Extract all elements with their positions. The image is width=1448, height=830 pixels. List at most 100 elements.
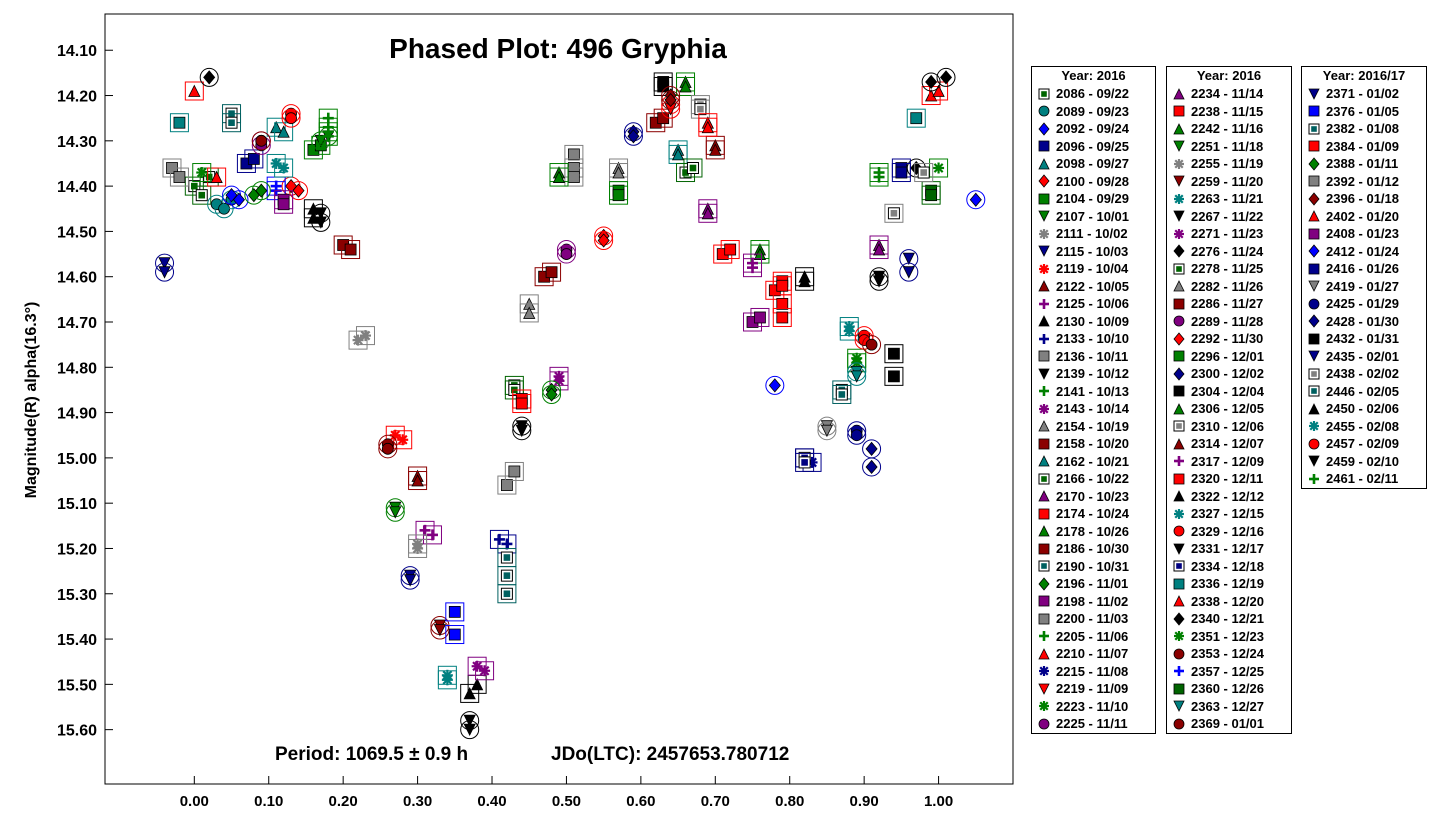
- legend-label: 2296 - 12/01: [1191, 348, 1265, 364]
- legend-item: 2357 - 12/25: [1167, 663, 1291, 681]
- legend-item: 2306 - 12/05: [1167, 400, 1291, 418]
- legend-label: 2459 - 02/10: [1326, 453, 1400, 469]
- data-point-outline: [266, 153, 286, 173]
- legend-marker-icon: [1308, 455, 1320, 468]
- legend-marker-icon: [1038, 88, 1050, 100]
- data-point-outline: [698, 117, 718, 137]
- data-point: [277, 198, 290, 211]
- legend-item: 2336 - 12/19: [1167, 575, 1291, 593]
- data-point-outline: [869, 167, 889, 187]
- legend-label: 2133 - 10/10: [1056, 331, 1130, 347]
- data-point-outline: [772, 276, 792, 296]
- legend-item: 2223 - 11/10: [1032, 698, 1155, 716]
- data-point: [389, 429, 401, 441]
- legend-marker-icon: [1038, 455, 1050, 467]
- legend-item: 2392 - 01/12: [1302, 173, 1426, 191]
- data-point-outline: [266, 117, 286, 137]
- legend-item: 2259 - 11/20: [1167, 173, 1291, 191]
- legend-marker-icon: [1173, 298, 1185, 310]
- legend-marker-icon: [1038, 210, 1050, 223]
- data-point: [277, 125, 290, 138]
- legend-label: 2174 - 10/24: [1056, 506, 1130, 522]
- y-tick-label: 14.20: [57, 89, 97, 106]
- legend-marker-icon: [1173, 315, 1185, 327]
- data-point-outline: [445, 625, 465, 645]
- data-point-outline: [281, 108, 301, 128]
- data-point-outline: [832, 384, 852, 404]
- legend-marker-icon: [1039, 701, 1049, 712]
- legend-label: 2104 - 09/29: [1056, 191, 1130, 207]
- legend-label: 2200 - 11/03: [1056, 611, 1129, 627]
- legend-marker-icon: [1039, 333, 1049, 344]
- legend-marker-icon: [1038, 157, 1050, 170]
- data-point: [359, 330, 371, 342]
- legend-label: 2219 - 11/09: [1056, 681, 1129, 697]
- legend-column-1: Year: 2016 2086 - 09/22 2089 - 09/23 2092 …: [1031, 66, 1156, 734]
- legend-label: 2255 - 11/19: [1191, 156, 1264, 172]
- legend-label: 2259 - 11/20: [1191, 173, 1264, 189]
- legend-item: 2139 - 10/12: [1032, 365, 1155, 383]
- legend-marker-icon: [1308, 385, 1320, 397]
- legend-column-3: Year: 2016/17 2371 - 01/02 2376 - 01/05 23…: [1301, 66, 1427, 489]
- x-tick-label: 0.70: [701, 793, 730, 810]
- legend-item: 2327 - 12/15: [1167, 505, 1291, 523]
- legend-item: 2446 - 02/05: [1302, 383, 1426, 401]
- legend-marker-icon: [1308, 244, 1320, 258]
- legend-item: 2376 - 01/05: [1302, 103, 1426, 121]
- legend-label: 2334 - 12/18: [1191, 558, 1265, 574]
- data-point: [322, 126, 334, 138]
- legend-label: 2446 - 02/05: [1326, 383, 1400, 399]
- legend-item: 2100 - 09/28: [1032, 173, 1155, 191]
- y-tick-label: 15.40: [57, 632, 97, 649]
- legend-label: 2086 - 09/22: [1056, 86, 1130, 102]
- legend-marker-icon: [1038, 420, 1050, 432]
- data-point-outline: [504, 461, 524, 481]
- data-point: [933, 162, 945, 174]
- legend-item: 2174 - 10/24: [1032, 505, 1155, 523]
- legend-item: 2251 - 11/18: [1167, 138, 1291, 156]
- data-point: [173, 171, 186, 183]
- data-point: [679, 80, 692, 93]
- x-tick-label: 0.80: [775, 793, 804, 810]
- legend-marker-icon: [1173, 263, 1185, 275]
- data-point: [508, 465, 521, 478]
- legend-column-2: Year: 2016 2234 - 11/14 2238 - 11/15 2242 …: [1166, 66, 1292, 734]
- legend-marker-icon: [1173, 718, 1185, 730]
- data-point: [196, 167, 208, 179]
- legend-label: 2371 - 01/02: [1326, 86, 1400, 102]
- legend-marker-icon: [1174, 456, 1184, 467]
- legend-label: 2382 - 01/08: [1326, 121, 1400, 137]
- data-point: [397, 434, 409, 446]
- legend-label: 2278 - 11/25: [1191, 261, 1264, 277]
- legend-marker-icon: [1038, 647, 1050, 660]
- data-point: [270, 157, 282, 169]
- legend-marker-icon: [1308, 140, 1320, 152]
- legend-marker-icon: [1173, 437, 1185, 450]
- data-point: [820, 424, 834, 438]
- data-point: [195, 189, 208, 202]
- legend-item: 2331 - 12/17: [1167, 540, 1291, 558]
- data-point-outline: [184, 81, 204, 101]
- epoch-annotation: JDo(LTC): 2457653.780712: [551, 744, 789, 765]
- legend-item: 2351 - 12/23: [1167, 628, 1291, 646]
- data-point: [412, 542, 424, 554]
- legend-item: 2282 - 11/26: [1167, 278, 1291, 296]
- legend-label: 2190 - 10/31: [1056, 558, 1130, 574]
- data-point-outline: [408, 538, 428, 558]
- legend-label: 2329 - 12/16: [1191, 523, 1265, 539]
- legend-label: 2198 - 11/02: [1056, 593, 1129, 609]
- legend-item: 2205 - 11/06: [1032, 628, 1155, 646]
- data-point: [232, 192, 245, 207]
- data-point: [671, 148, 685, 161]
- legend-item: 2296 - 12/01: [1167, 348, 1291, 366]
- legend-label: 2271 - 11/23: [1191, 226, 1264, 242]
- legend-marker-icon: [1038, 315, 1050, 327]
- legend-label: 2100 - 09/28: [1056, 173, 1130, 189]
- x-tick-label: 0.00: [180, 793, 209, 810]
- x-tick-label: 0.30: [403, 793, 432, 810]
- legend-marker-icon: [1173, 490, 1185, 502]
- data-point: [463, 723, 476, 737]
- legend-label: 2119 - 10/04: [1056, 261, 1129, 277]
- data-point-outline: [891, 163, 911, 183]
- data-point-outline: [795, 452, 815, 472]
